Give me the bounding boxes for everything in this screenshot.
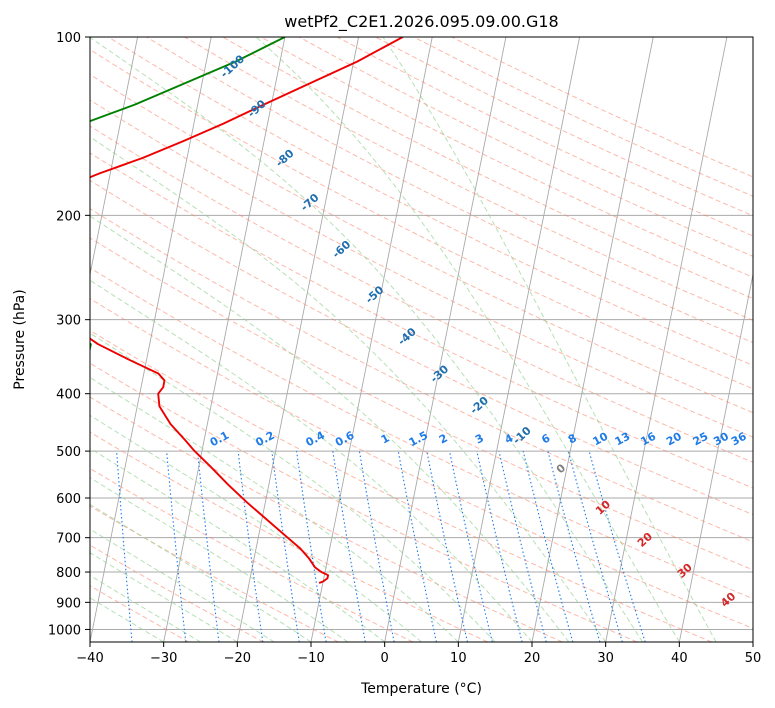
mixing-ratio-line [296,451,327,642]
mixing-ratio-line [588,450,646,642]
x-tick-label: −30 [150,651,177,666]
moist-adiabat-line [90,376,459,642]
temperature-profile-line [90,37,404,584]
dry-adiabat-line [90,237,753,571]
background-lines [90,37,753,642]
plot-area [90,37,753,642]
moist-adiabat-line [90,279,533,642]
mixing-ratio-label: 13 [613,430,633,449]
moist-adiabat-line [90,414,422,642]
mixing-ratio-label: 36 [729,430,749,449]
isotherm-line [457,37,581,642]
y-tick-label: 600 [56,492,81,507]
y-tick-label: 100 [56,31,81,46]
dry-adiabat-line [90,125,753,463]
mixing-ratio-line [166,451,187,642]
dry-adiabat-line [90,267,753,600]
moist-adiabat-line [382,37,717,642]
y-tick-label: 800 [56,566,81,581]
y-tick-label: 900 [56,596,81,611]
dry-adiabat-line [222,37,753,300]
x-tick-label: 50 [745,651,762,666]
y-tick-label: 200 [56,209,81,224]
dry-adiabat-line [90,431,488,642]
moist-adiabat-line [90,552,238,642]
moist-adiabat-line [255,37,680,642]
x-tick-label: −10 [297,651,324,666]
dry-adiabat-line [146,37,753,344]
y-tick-label: 500 [56,445,81,460]
x-tick-label: 30 [597,651,614,666]
mixing-ratio-line [397,451,437,642]
axes: −40 −30 −20 −10 0 10 20 30 40 50 100 200 300 400 500 60… [48,31,761,666]
y-tick-label: 300 [56,314,81,329]
mixing-ratio-label: 25 [691,430,711,449]
x-tick-label: 20 [524,651,541,666]
mixing-ratio-line [237,451,264,642]
isotherm-line [90,37,139,277]
dry-adiabat-line [90,505,339,642]
y-axis-label: Pressure (hPa) [12,289,28,389]
moist-adiabat-line [90,136,607,642]
y-tick-label: 700 [56,532,81,547]
mixing-ratio-line [271,451,300,642]
moist-adiabat-line [90,215,570,642]
dry-adiabat-line [108,37,753,366]
mixing-ratio-line [567,450,623,642]
isotherm-line [163,37,286,642]
x-tick-label: −20 [224,651,251,666]
x-tick-label: 10 [450,651,467,666]
mixing-ratio-label: 30 [711,430,731,449]
isotherm-line [236,37,360,642]
mixing-ratio-label: 10 [591,430,611,449]
mixing-ratio-line [116,451,133,642]
dry-adiabat-line [90,362,638,642]
x-tick-label: 40 [671,651,688,666]
dry-adiabat-line [90,329,712,642]
moist-adiabat-line [90,37,643,642]
dry-adiabat-line [90,467,414,642]
isotherm-line [531,37,654,642]
moist-adiabat-line [90,574,201,642]
chart-title: wetPf2_C2E1.2026.095.09.00.G18 [284,12,558,32]
y-tick-label: 400 [56,388,81,403]
dry-adiabat-line [90,544,264,642]
isotherm-line [310,37,433,642]
mixing-ratio-label: 16 [638,430,658,449]
x-tick-label: −40 [76,651,103,666]
mixing-ratio-label: 20 [664,430,684,449]
dry-adiabat-line [184,37,753,321]
mixing-ratio-line [196,451,220,642]
moist-adiabat-line [90,597,164,642]
moist-adiabat-line [90,477,349,642]
dry-adiabat-line [90,179,753,516]
data-series [90,37,404,584]
y-tick-label: 1000 [48,623,81,638]
mixing-ratio-line [522,450,574,642]
mixing-ratio-line [547,450,601,642]
isotherm-line [678,272,753,642]
moist-adiabat-line [90,447,385,642]
mixing-ratio-line [498,450,547,642]
mixing-ratio-line [426,450,469,642]
dry-adiabat-line [90,152,753,489]
isotherm-line [605,37,728,642]
x-tick-label: 0 [381,651,389,666]
mixing-ratio-line [448,450,493,642]
mixing-ratio-line [476,450,523,642]
dry-adiabat-line [90,396,563,642]
isotherm-line [384,37,507,642]
plot-frame [89,36,754,643]
x-axis-label: Temperature (°C) [360,681,482,697]
